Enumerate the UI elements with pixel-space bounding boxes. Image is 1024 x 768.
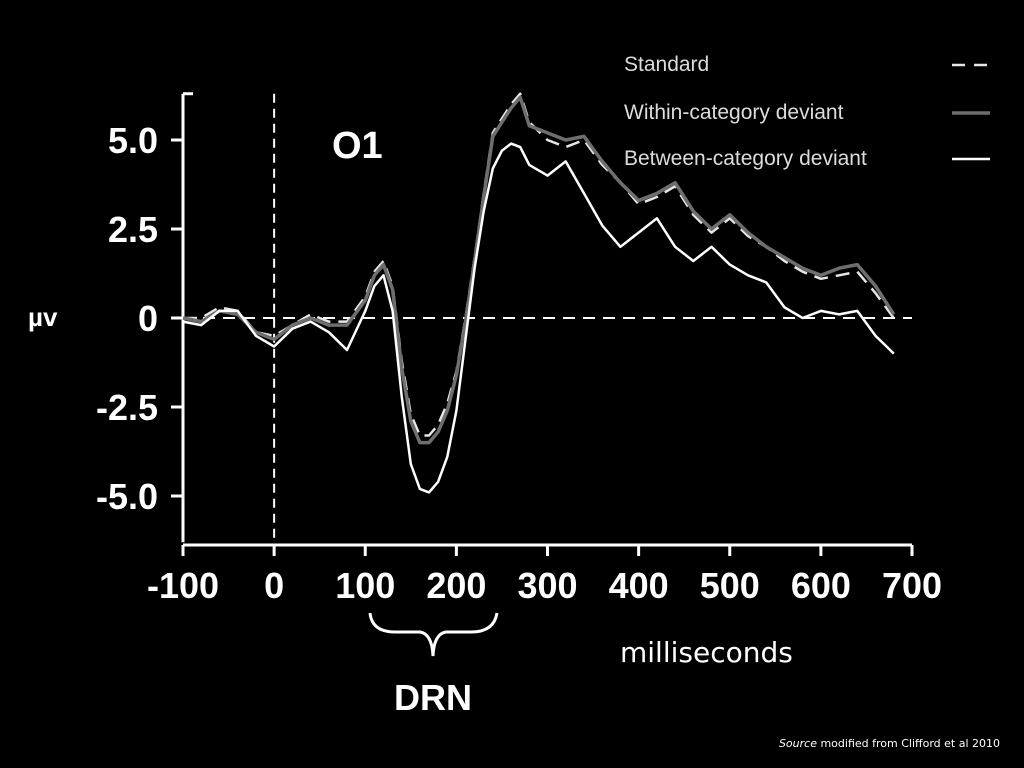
source-italic: Source: [778, 737, 817, 750]
legend-label-2: Within-category deviant: [624, 101, 844, 124]
x-tick-label: 200: [426, 565, 486, 606]
x-tick-label: -100: [147, 565, 219, 606]
source-text: modified from Clifford et al 2010: [816, 737, 1000, 750]
x-tick-label: 400: [609, 565, 669, 606]
drn-brace: [368, 612, 499, 657]
x-tick-label: 600: [791, 565, 851, 606]
y-tick-label: -5.0: [96, 476, 158, 517]
y-tick-label: -2.5: [96, 387, 158, 428]
x-tick-label: 500: [700, 565, 760, 606]
x-tick-label: 300: [517, 565, 577, 606]
drn-annotation: DRN: [394, 677, 472, 718]
y-tick-label: 0: [138, 298, 158, 339]
x-tick-label: 0: [264, 565, 284, 606]
legend-label-3: Between-category deviant: [624, 147, 867, 170]
y-axis-label: µv: [28, 302, 58, 332]
y-tick-label: 2.5: [108, 209, 158, 250]
y-tick-label: 5.0: [108, 120, 158, 161]
chart-title: O1: [332, 125, 383, 167]
x-axis-label: milliseconds: [620, 636, 793, 669]
plot-lines: [182, 92, 896, 494]
labels: O1 µv DRN: [28, 125, 499, 718]
axes: 5.0 2.5 0 -2.5 -5.0 -100 0 100 200 300 400 500 600 70…: [96, 92, 942, 606]
series-line-1: [183, 92, 895, 437]
series-line-2: [182, 95, 896, 445]
x-tick-label: 100: [335, 565, 395, 606]
legend-label-1: Standard: [624, 53, 709, 76]
source-citation: Source modified from Clifford et al 2010: [779, 737, 1000, 750]
series-line-3: [182, 142, 895, 494]
legend: Standard Within-category deviant Between-c…: [624, 53, 990, 170]
x-tick-label: 700: [882, 565, 942, 606]
